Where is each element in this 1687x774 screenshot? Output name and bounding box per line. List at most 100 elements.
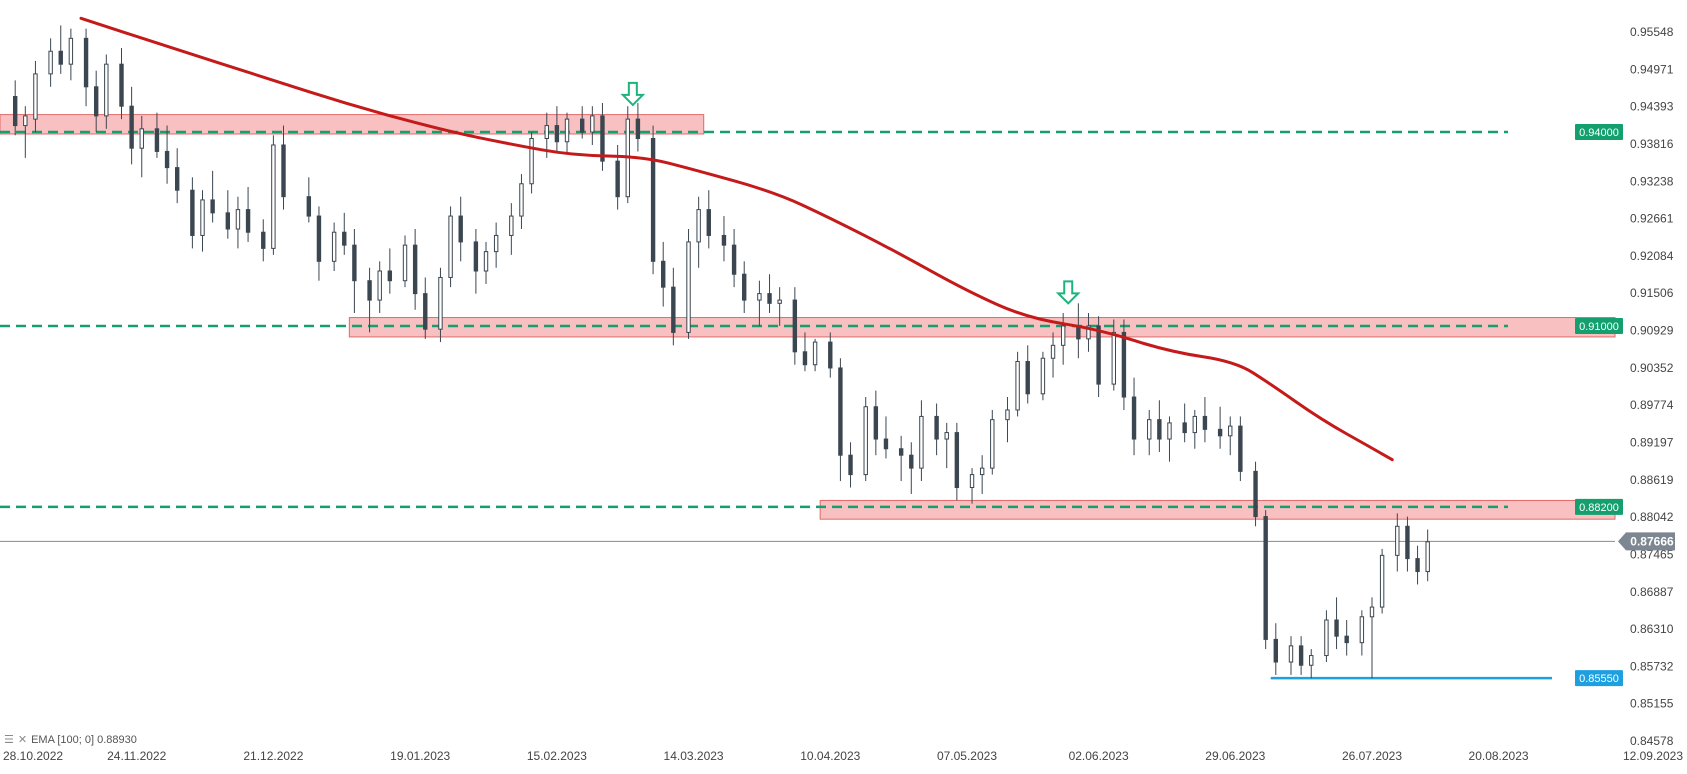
candle[interactable] [615,160,620,198]
candle[interactable] [271,144,276,249]
candle[interactable] [580,118,585,133]
candle[interactable] [1157,419,1162,440]
candle[interactable] [493,234,499,253]
candle[interactable] [1298,645,1304,666]
candle[interactable] [458,215,463,243]
candle[interactable] [1040,357,1046,395]
candle[interactable] [1111,331,1116,385]
candle[interactable] [1025,360,1030,395]
candle[interactable] [742,273,747,301]
candle[interactable] [944,432,949,440]
settings-icon[interactable]: ☰ [4,734,14,746]
candle[interactable] [448,215,453,278]
candle[interactable] [68,37,74,65]
candle[interactable] [1273,638,1278,663]
candle[interactable] [139,128,144,149]
candle[interactable] [235,209,241,230]
candle[interactable] [1086,325,1091,340]
candle[interactable] [174,167,180,191]
candle[interactable] [1182,422,1187,434]
candle[interactable] [306,196,312,217]
candle[interactable] [650,138,656,262]
candle[interactable] [1147,419,1152,440]
candle[interactable] [1228,425,1233,437]
candle[interactable] [1309,655,1314,666]
candle[interactable] [909,454,914,469]
candle[interactable] [23,115,28,127]
candle[interactable] [671,286,676,333]
candle[interactable] [331,231,337,262]
candle[interactable] [93,86,99,117]
candle[interactable] [342,231,347,246]
candle[interactable] [696,209,701,243]
candle[interactable] [1192,415,1197,434]
candle[interactable] [1238,425,1243,472]
candle[interactable] [600,115,605,162]
candle[interactable] [12,96,18,127]
candle[interactable] [210,199,215,214]
candle[interactable] [1405,525,1410,560]
candle[interactable] [1369,606,1375,618]
candle[interactable] [281,144,286,198]
candle[interactable] [261,231,266,249]
candle[interactable] [423,293,428,330]
candle[interactable] [387,270,393,282]
candle[interactable] [529,138,534,185]
candle[interactable] [1334,619,1339,637]
candle[interactable] [721,234,727,246]
candle[interactable] [164,150,170,169]
candle[interactable] [979,467,985,476]
candle[interactable] [990,419,995,469]
candle[interactable] [1050,344,1056,359]
candle[interactable] [1425,541,1430,573]
candle[interactable] [519,183,524,217]
candle[interactable] [1344,635,1349,644]
candle[interactable] [367,280,372,301]
candle[interactable] [1324,619,1329,657]
candle[interactable] [1253,470,1258,518]
candle[interactable] [883,438,889,450]
candle[interactable] [1263,516,1268,640]
candle[interactable] [934,415,939,440]
candle[interactable] [661,260,666,288]
candle[interactable] [686,241,691,333]
candle[interactable] [1288,645,1294,663]
candle[interactable] [1395,525,1400,556]
candle[interactable] [792,299,798,353]
candle[interactable] [848,454,853,476]
candle[interactable] [590,115,595,133]
candle[interactable] [873,406,879,440]
candle[interactable] [483,251,489,272]
candle[interactable] [919,415,924,469]
candle[interactable] [1015,360,1020,411]
candle[interactable] [104,63,109,117]
candle[interactable] [352,244,357,282]
candle[interactable] [828,341,833,369]
candle[interactable] [83,37,89,88]
candle[interactable] [802,351,808,366]
candle[interactable] [554,125,560,143]
candle[interactable] [1060,325,1066,346]
candle[interactable] [316,215,322,262]
candle[interactable] [1131,396,1137,440]
candle[interactable] [129,105,134,149]
candle[interactable] [812,341,818,366]
candle[interactable] [58,50,63,65]
candle[interactable] [969,474,975,489]
candle[interactable] [509,215,514,236]
candle[interactable] [190,189,195,236]
candle[interactable] [1167,422,1172,440]
candle[interactable] [1202,415,1208,430]
candle[interactable] [1217,428,1223,437]
candle[interactable] [898,448,904,456]
candle[interactable] [706,209,711,236]
candle[interactable] [245,209,251,233]
candle[interactable] [1359,616,1365,644]
candle[interactable] [402,244,408,282]
candle[interactable] [564,118,570,143]
candle[interactable] [731,244,737,275]
candle[interactable] [1005,409,1010,421]
candle[interactable] [200,199,205,236]
